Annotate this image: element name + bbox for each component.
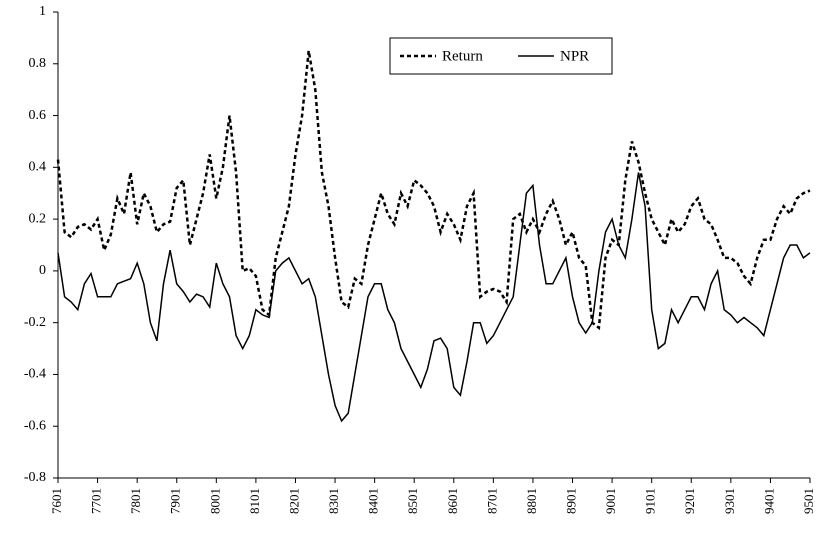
x-tick-label: 8001 bbox=[207, 488, 222, 514]
x-tick-label: 7601 bbox=[49, 488, 64, 514]
x-tick-label: 7901 bbox=[168, 488, 183, 514]
x-tick-label: 8801 bbox=[524, 488, 539, 514]
x-tick-label: 9201 bbox=[682, 488, 697, 514]
x-tick-label: 7701 bbox=[89, 488, 104, 514]
y-tick-label: -0.2 bbox=[24, 315, 46, 330]
y-tick-label: -0.4 bbox=[24, 367, 46, 382]
y-tick-label: 0 bbox=[39, 263, 46, 278]
x-tick-label: 8401 bbox=[366, 488, 381, 514]
x-tick-label: 8501 bbox=[405, 488, 420, 514]
x-tick-label: 9001 bbox=[603, 488, 618, 514]
y-tick-label: -0.8 bbox=[24, 470, 46, 485]
legend-label: Return bbox=[442, 48, 483, 64]
x-tick-label: 8701 bbox=[484, 488, 499, 514]
y-tick-label: 1 bbox=[39, 4, 46, 19]
y-tick-label: 0.8 bbox=[29, 56, 47, 71]
x-tick-label: 8901 bbox=[564, 488, 579, 514]
x-tick-label: 9401 bbox=[761, 488, 776, 514]
y-tick-label: 0.6 bbox=[29, 108, 47, 123]
line-series bbox=[57, 172, 811, 423]
x-tick-label: 8601 bbox=[445, 488, 460, 514]
x-tick-label: 7801 bbox=[128, 488, 143, 514]
y-tick-label: -0.6 bbox=[24, 418, 46, 433]
line-series bbox=[56, 50, 811, 331]
legend-box bbox=[389, 37, 613, 75]
x-tick-label: 8301 bbox=[326, 488, 341, 514]
x-tick-label: 9501 bbox=[801, 488, 816, 514]
legend-label: NPR bbox=[560, 48, 589, 64]
x-tick-label: 9101 bbox=[643, 488, 658, 514]
y-tick-label: 0.2 bbox=[29, 211, 47, 226]
x-tick-label: 8101 bbox=[247, 488, 262, 514]
x-tick-label: 9301 bbox=[722, 488, 737, 514]
y-tick-label: 0.4 bbox=[29, 160, 47, 175]
x-tick-label: 8201 bbox=[286, 488, 301, 514]
